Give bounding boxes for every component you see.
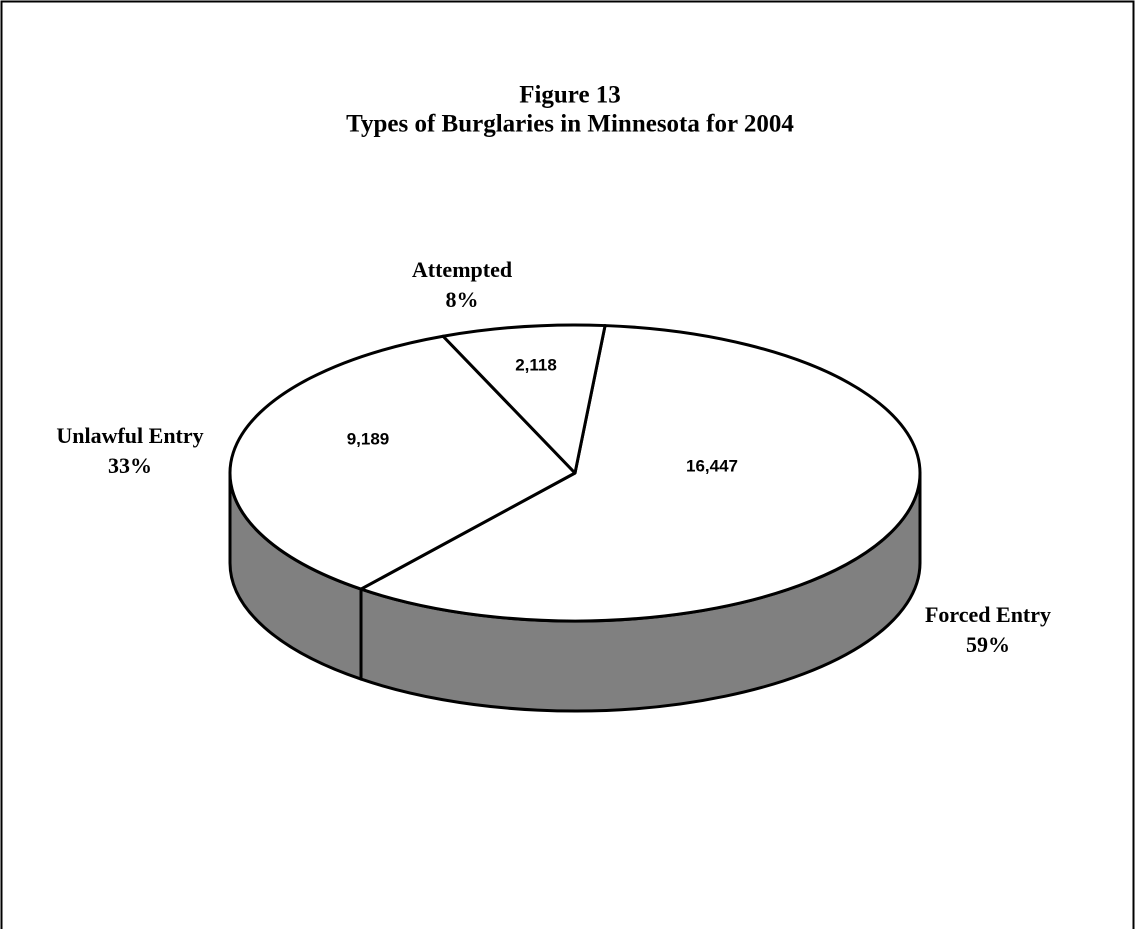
value-label: 9,189 <box>347 429 390 448</box>
pie-slice <box>359 324 922 623</box>
category-label: Attempted <box>412 257 512 282</box>
value-label: 16,447 <box>686 456 738 475</box>
percent-label: 8% <box>446 287 479 312</box>
pie-slice <box>228 334 577 591</box>
chart-subtitle: Types of Burglaries in Minnesota for 200… <box>346 111 794 138</box>
chart-title: Figure 13 <box>519 82 621 109</box>
percent-label: 33% <box>108 453 152 478</box>
category-label: Unlawful Entry <box>56 423 203 448</box>
value-label: 2,118 <box>515 355 557 374</box>
percent-label: 59% <box>966 632 1010 657</box>
pie-slice <box>441 323 607 475</box>
category-label: Forced Entry <box>925 602 1051 627</box>
